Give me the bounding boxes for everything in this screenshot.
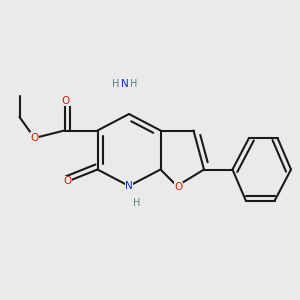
- Text: N: N: [125, 181, 133, 191]
- Text: O: O: [62, 95, 70, 106]
- Text: N: N: [121, 79, 128, 89]
- Text: H: H: [133, 197, 140, 208]
- Text: O: O: [174, 182, 183, 193]
- Text: H: H: [112, 79, 119, 89]
- Text: H: H: [130, 79, 137, 89]
- Text: O: O: [30, 133, 39, 143]
- Text: O: O: [63, 176, 72, 187]
